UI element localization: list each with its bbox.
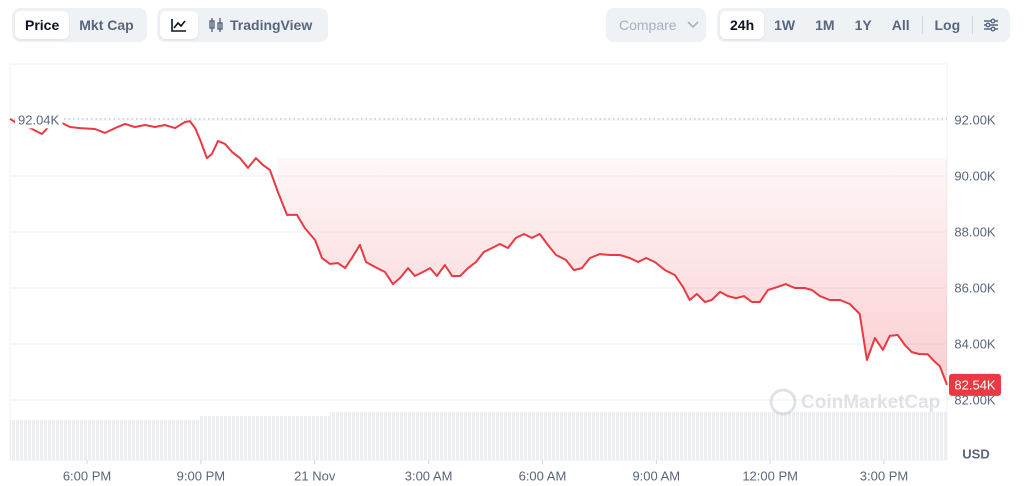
range-button[interactable]: 24h [720,11,765,39]
separator [921,16,923,34]
price-tag [949,373,1001,396]
market-cap-button[interactable]: Mkt Cap [79,17,134,33]
settings-icon [984,18,998,32]
open-label-bg [15,111,63,129]
tradingview-label: TradingView [230,17,313,33]
range-button[interactable]: 1M [815,17,835,33]
separator [972,16,973,34]
y-tick-label: 82.00K [954,392,996,407]
candle-icon [209,18,223,32]
price-line [9,118,948,386]
chart-style-switch: TradingView [157,8,328,42]
watermark: CoinMarketCap [769,388,940,416]
line-chart-button[interactable] [160,11,198,39]
y-tick-label: 86.00K [954,280,996,295]
x-tick-label: 6:00 PM [63,468,111,483]
line-icon [171,19,186,32]
chevron-icon [687,21,699,29]
x-tick-label: 21 Nov [294,468,336,483]
y-tick-label: 92.00K [954,112,996,127]
log-button[interactable]: Log [934,17,961,33]
tradingview-button[interactable]: TradingView [198,11,322,39]
x-tick-label: 6:00 AM [519,468,567,483]
x-tick-label: 3:00 PM [860,468,908,483]
range-button[interactable]: 1Y [854,17,872,33]
x-tick-label: 3:00 AM [405,468,453,483]
range-button[interactable]: All [891,17,910,33]
y-tick-label: 88.00K [954,224,996,239]
open-price-label: 92.04K [18,112,60,127]
compare-dropdown[interactable]: Compare [606,8,706,42]
range-switch: 24h 1W 1M 1Y All Log [717,8,1010,42]
x-tick-label: 9:00 AM [632,468,680,483]
x-tick-label: 9:00 PM [177,468,225,483]
chart: CoinMarketCap USD 82.00K 84.00K 86.00K 88.0… [9,63,1001,483]
price-tag-label: 82.54K [954,377,996,392]
price-type-switch: Price Mkt Cap [12,8,147,42]
y-unit: USD [962,446,989,461]
settings-button[interactable] [975,11,1007,39]
watermark-text: CoinMarketCap [801,392,940,413]
hover-shade [277,158,947,385]
x-tick-label: 12:00 PM [742,468,798,483]
volume-backdrop [10,412,947,460]
y-tick-label: 90.00K [954,168,996,183]
range-button[interactable]: 1W [774,17,796,33]
y-tick-label: 84.00K [954,336,996,351]
price-button[interactable]: Price [15,11,70,39]
compare-label: Compare [619,17,677,33]
